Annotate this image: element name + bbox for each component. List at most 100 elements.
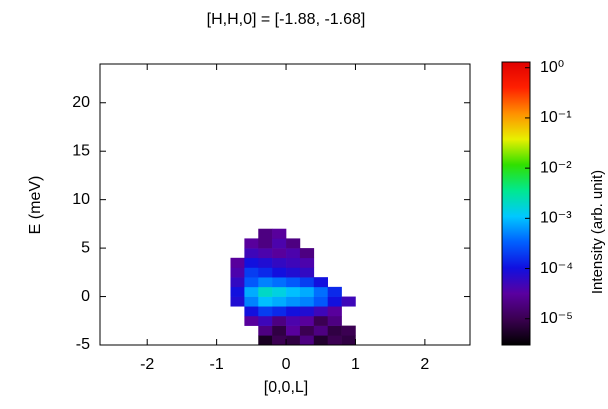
plot-frame (99, 63, 471, 346)
heatmap-cell (258, 238, 273, 249)
heatmap-cell (272, 277, 287, 288)
colorbar-tick-label: 10⁻³ (540, 210, 572, 227)
heatmap-cell (244, 238, 259, 249)
heatmap-cell (244, 257, 259, 268)
y-tick-label: 0 (81, 288, 90, 305)
heatmap-cell (258, 286, 273, 297)
heatmap-cell (299, 257, 315, 268)
heatmap-cell (327, 335, 342, 346)
y-tick-label: -5 (76, 336, 90, 353)
heatmap-cell (272, 296, 287, 307)
y-axis-label: E (meV) (27, 176, 44, 235)
heatmap-cell (299, 315, 315, 326)
colorbar-tick-label: 10⁻¹ (540, 109, 572, 126)
heatmap-cell (327, 325, 342, 336)
heatmap-cell (299, 277, 315, 288)
heatmap-cell (313, 335, 328, 346)
y-tick-label: 5 (81, 239, 90, 256)
colorbar-label: Intensity (arb. unit) (589, 170, 606, 294)
colorbar-tick-label: 10⁻⁵ (540, 310, 573, 327)
heatmap-cell (299, 306, 315, 317)
heatmap-cell (272, 306, 287, 317)
colorbar-tick-label: 10⁻² (540, 159, 572, 176)
x-tick-label: 0 (282, 356, 291, 373)
x-tick-label: -2 (140, 356, 154, 373)
heatmap-cell (258, 257, 273, 268)
heatmap-cell (230, 277, 245, 288)
heatmap-cell (327, 296, 342, 307)
heatmap-cell (286, 248, 301, 259)
heatmap-cell (244, 306, 259, 317)
heatmap-cell (313, 286, 328, 297)
x-axis-label: [0,0,L] (264, 379, 308, 396)
heatmap-cell (258, 267, 273, 278)
heatmap-cell (286, 306, 301, 317)
heatmap-cell (299, 267, 315, 278)
heatmap-cell (286, 296, 301, 307)
heatmap-cell (286, 277, 301, 288)
heatmap-cell (244, 248, 259, 259)
heatmap-cell (272, 238, 287, 249)
heatmap-cell (258, 296, 273, 307)
heatmap-cell (258, 325, 273, 336)
heatmap-cell (230, 267, 245, 278)
heatmap-cell (299, 325, 315, 336)
heatmap-cell (313, 325, 328, 336)
heatmap-cell (286, 325, 301, 336)
colorbar-tick-label: 10⁻⁴ (540, 260, 573, 277)
y-tick-label: 15 (72, 142, 90, 159)
heatmap-cell (272, 248, 287, 259)
heatmap-cell (341, 325, 356, 336)
heatmap-cell (272, 257, 287, 268)
heatmap-cell (230, 257, 245, 268)
heatmap-cell (286, 286, 301, 297)
y-tick-label: 10 (72, 191, 90, 208)
heatmap-cell (258, 315, 273, 326)
heatmap-cell (286, 315, 301, 326)
heatmap-cell (244, 286, 259, 297)
heatmap-cell (244, 296, 259, 307)
heatmap-cell (299, 248, 315, 259)
heatmap-cell (230, 286, 245, 297)
heatmap-cell (258, 335, 273, 346)
heatmap-cell (272, 315, 287, 326)
heatmap-cell (313, 277, 328, 288)
heatmap-cell (313, 296, 328, 307)
heatmap-cell (258, 306, 273, 317)
heatmap-cell (272, 325, 287, 336)
heatmap-cell (327, 286, 342, 297)
heatmap-cell (341, 335, 356, 346)
heatmap-cell (313, 306, 328, 317)
heatmap-cell (286, 238, 301, 249)
heatmap-cell (244, 267, 259, 278)
heatmap-cell (313, 315, 328, 326)
heatmap-cell (258, 277, 273, 288)
heatmap-cell (272, 228, 287, 239)
heatmap-cell (230, 296, 245, 307)
heatmap-cell (327, 315, 342, 326)
x-tick-label: 2 (420, 356, 429, 373)
x-tick-label: 1 (351, 356, 360, 373)
y-tick-label: 20 (72, 94, 90, 111)
heatmap-cell (286, 257, 301, 268)
heatmap-cell (327, 306, 342, 317)
heatmap-cell (299, 286, 315, 297)
chart-title: [H,H,0] = [-1.88, -1.68] (207, 11, 366, 28)
heatmap-cell (244, 315, 259, 326)
heatmap-cell (341, 296, 356, 307)
heatmap-cell (286, 267, 301, 278)
heatmap-cell (272, 286, 287, 297)
heatmap-cell (286, 335, 301, 346)
x-tick-label: -1 (210, 356, 224, 373)
colorbar (501, 61, 531, 346)
heatmap-cell (299, 335, 315, 346)
heatmap-cell (244, 277, 259, 288)
heatmap-cell (299, 296, 315, 307)
colorbar-tick-label: 10⁰ (540, 59, 564, 76)
heatmap-cell (258, 248, 273, 259)
heatmap-cell (272, 267, 287, 278)
heatmap-cell (272, 335, 287, 346)
heatmap-cell (258, 228, 273, 239)
